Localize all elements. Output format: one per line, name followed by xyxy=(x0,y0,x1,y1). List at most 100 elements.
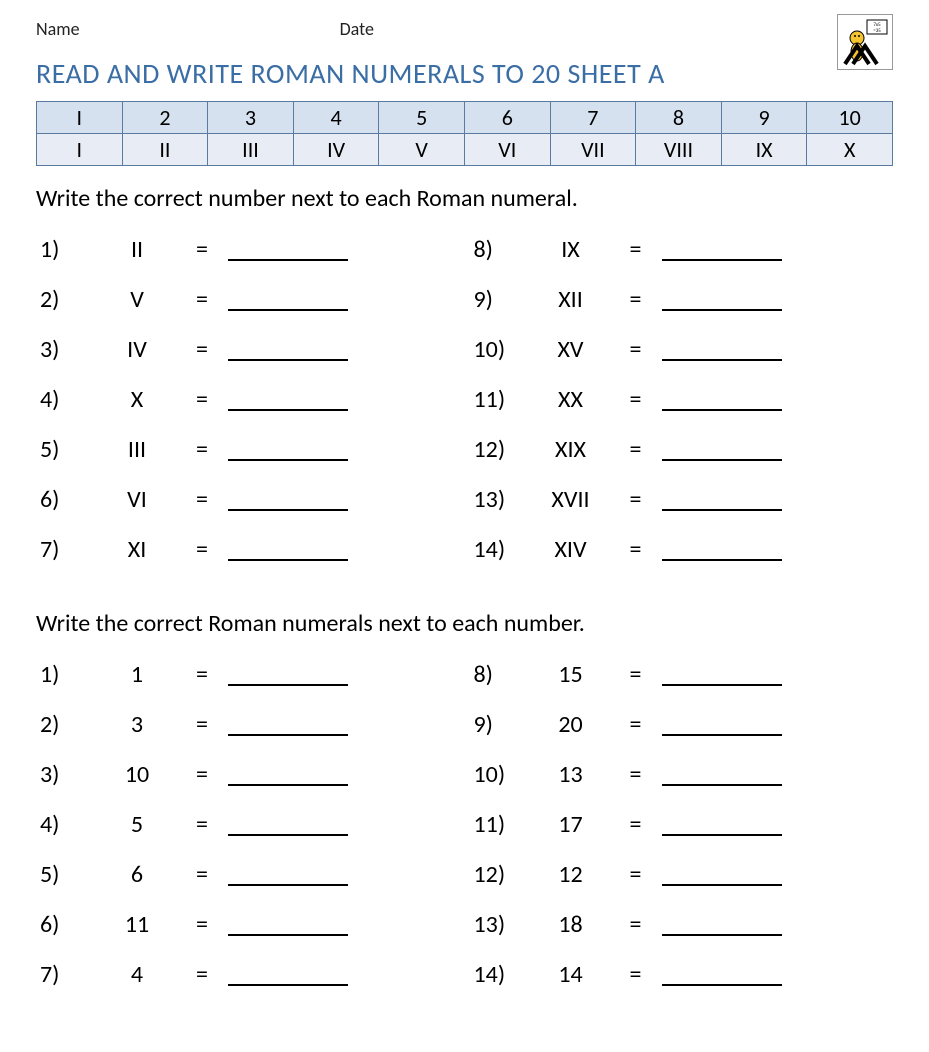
problem-number: 13) xyxy=(470,910,526,939)
site-logo: 7x5 =35 xyxy=(837,14,893,70)
answer-blank[interactable] xyxy=(662,337,782,361)
problem-number: 4) xyxy=(36,810,92,839)
equals-sign: = xyxy=(616,910,656,939)
answer-blank[interactable] xyxy=(662,487,782,511)
problem-number: 10) xyxy=(470,760,526,789)
problem-row: 1)II= xyxy=(36,231,460,267)
answer-blank[interactable] xyxy=(662,862,782,886)
ref-cell: 10 xyxy=(807,102,893,134)
ref-cell: 8 xyxy=(636,102,722,134)
problem-value: III xyxy=(92,435,182,464)
ref-cell: II xyxy=(122,134,208,166)
answer-blank[interactable] xyxy=(228,712,348,736)
header-row: Name Date 7x5 =35 xyxy=(36,18,893,40)
equals-sign: = xyxy=(616,660,656,689)
answer-blank[interactable] xyxy=(228,962,348,986)
problem-number: 13) xyxy=(470,485,526,514)
problem-value: 14 xyxy=(526,960,616,989)
answer-blank[interactable] xyxy=(228,812,348,836)
answer-blank[interactable] xyxy=(662,287,782,311)
problem-number: 9) xyxy=(470,285,526,314)
section1-instruction: Write the correct number next to each Ro… xyxy=(36,184,893,213)
answer-blank[interactable] xyxy=(228,762,348,786)
answer-blank[interactable] xyxy=(228,912,348,936)
ref-cell: 7 xyxy=(550,102,636,134)
problem-value: XII xyxy=(526,285,616,314)
equals-sign: = xyxy=(182,535,222,564)
equals-sign: = xyxy=(616,760,656,789)
problem-value: XV xyxy=(526,335,616,364)
problem-number: 10) xyxy=(470,335,526,364)
ref-cell: 3 xyxy=(208,102,294,134)
problem-row: 12)XIX= xyxy=(470,431,894,467)
ref-cell: 5 xyxy=(379,102,465,134)
section1-left-column: 1)II=2)V=3)IV=4)X=5)III=6)VI=7)XI= xyxy=(36,231,460,581)
problem-row: 7)XI= xyxy=(36,531,460,567)
header-fields: Name Date xyxy=(36,18,893,40)
problem-row: 1)1= xyxy=(36,656,460,692)
problem-row: 2)3= xyxy=(36,706,460,742)
problem-number: 2) xyxy=(36,710,92,739)
ref-cell: VIII xyxy=(636,134,722,166)
problem-number: 6) xyxy=(36,910,92,939)
problem-row: 13)18= xyxy=(470,906,894,942)
answer-blank[interactable] xyxy=(228,437,348,461)
problem-row: 4)X= xyxy=(36,381,460,417)
problem-row: 11)XX= xyxy=(470,381,894,417)
problem-value: XIX xyxy=(526,435,616,464)
answer-blank[interactable] xyxy=(228,387,348,411)
reference-table: I2345678910 IIIIIIIVVVIVIIVIIIIXX xyxy=(36,101,893,166)
answer-blank[interactable] xyxy=(662,537,782,561)
equals-sign: = xyxy=(182,285,222,314)
equals-sign: = xyxy=(182,335,222,364)
answer-blank[interactable] xyxy=(228,487,348,511)
name-label: Name xyxy=(36,18,80,40)
ref-cell: V xyxy=(379,134,465,166)
svg-text:=35: =35 xyxy=(873,28,881,34)
answer-blank[interactable] xyxy=(228,537,348,561)
problem-row: 13)XVII= xyxy=(470,481,894,517)
problem-row: 11)17= xyxy=(470,806,894,842)
section2-problems: 1)1=2)3=3)10=4)5=5)6=6)11=7)4= 8)15=9)20… xyxy=(36,656,893,1006)
problem-value: VI xyxy=(92,485,182,514)
section2-right-column: 8)15=9)20=10)13=11)17=12)12=13)18=14)14= xyxy=(470,656,894,1006)
answer-blank[interactable] xyxy=(228,287,348,311)
answer-blank[interactable] xyxy=(662,387,782,411)
ref-cell: 6 xyxy=(464,102,550,134)
answer-blank[interactable] xyxy=(662,762,782,786)
problem-number: 5) xyxy=(36,435,92,464)
date-label: Date xyxy=(340,18,374,40)
answer-blank[interactable] xyxy=(662,662,782,686)
problem-value: X xyxy=(92,385,182,414)
problem-row: 4)5= xyxy=(36,806,460,842)
equals-sign: = xyxy=(616,385,656,414)
equals-sign: = xyxy=(182,810,222,839)
problem-number: 4) xyxy=(36,385,92,414)
page-title: READ AND WRITE ROMAN NUMERALS TO 20 SHEE… xyxy=(36,56,893,91)
ref-cell: VII xyxy=(550,134,636,166)
problem-value: 6 xyxy=(92,860,182,889)
answer-blank[interactable] xyxy=(228,337,348,361)
problem-row: 2)V= xyxy=(36,281,460,317)
answer-blank[interactable] xyxy=(662,812,782,836)
ref-cell: III xyxy=(208,134,294,166)
answer-blank[interactable] xyxy=(228,237,348,261)
answer-blank[interactable] xyxy=(228,862,348,886)
problem-number: 5) xyxy=(36,860,92,889)
reference-row-numbers: I2345678910 xyxy=(37,102,893,134)
problem-value: XX xyxy=(526,385,616,414)
problem-row: 3)IV= xyxy=(36,331,460,367)
equals-sign: = xyxy=(616,335,656,364)
answer-blank[interactable] xyxy=(662,437,782,461)
ref-cell: IX xyxy=(721,134,807,166)
equals-sign: = xyxy=(616,235,656,264)
answer-blank[interactable] xyxy=(662,912,782,936)
answer-blank[interactable] xyxy=(662,712,782,736)
answer-blank[interactable] xyxy=(228,662,348,686)
problem-value: V xyxy=(92,285,182,314)
problem-number: 12) xyxy=(470,435,526,464)
problem-row: 10)XV= xyxy=(470,331,894,367)
answer-blank[interactable] xyxy=(662,237,782,261)
answer-blank[interactable] xyxy=(662,962,782,986)
section2-instruction: Write the correct Roman numerals next to… xyxy=(36,609,893,638)
